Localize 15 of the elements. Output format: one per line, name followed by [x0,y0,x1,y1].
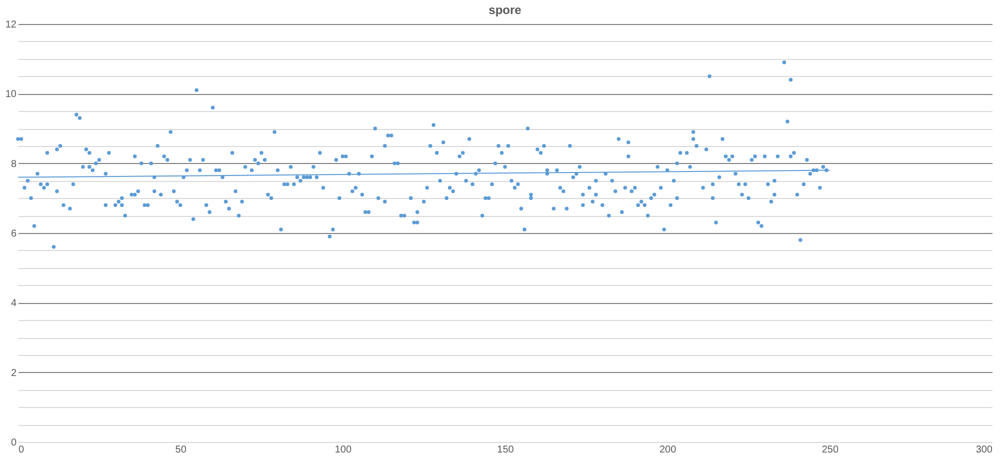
x-tick-label: 0 [18,444,24,456]
y-tick-label: 0 [10,438,17,448]
x-tick-label: 150 [497,444,514,456]
y-tick-label: 4 [10,298,17,310]
y-tick-label: 12 [5,20,17,30]
y-tick-label: 8 [10,158,17,170]
y-tick-label: 6 [10,228,17,240]
y-tick-label: 10 [5,89,17,100]
x-tick-label: 100 [334,444,352,456]
x-tick-label: 300 [976,444,993,456]
chart-title: spore [488,3,522,17]
x-tick-label: 200 [659,444,677,456]
x-tick-label: 50 [175,444,187,456]
x-tick-label: 250 [822,444,839,456]
y-tick-label: 2 [10,368,17,379]
